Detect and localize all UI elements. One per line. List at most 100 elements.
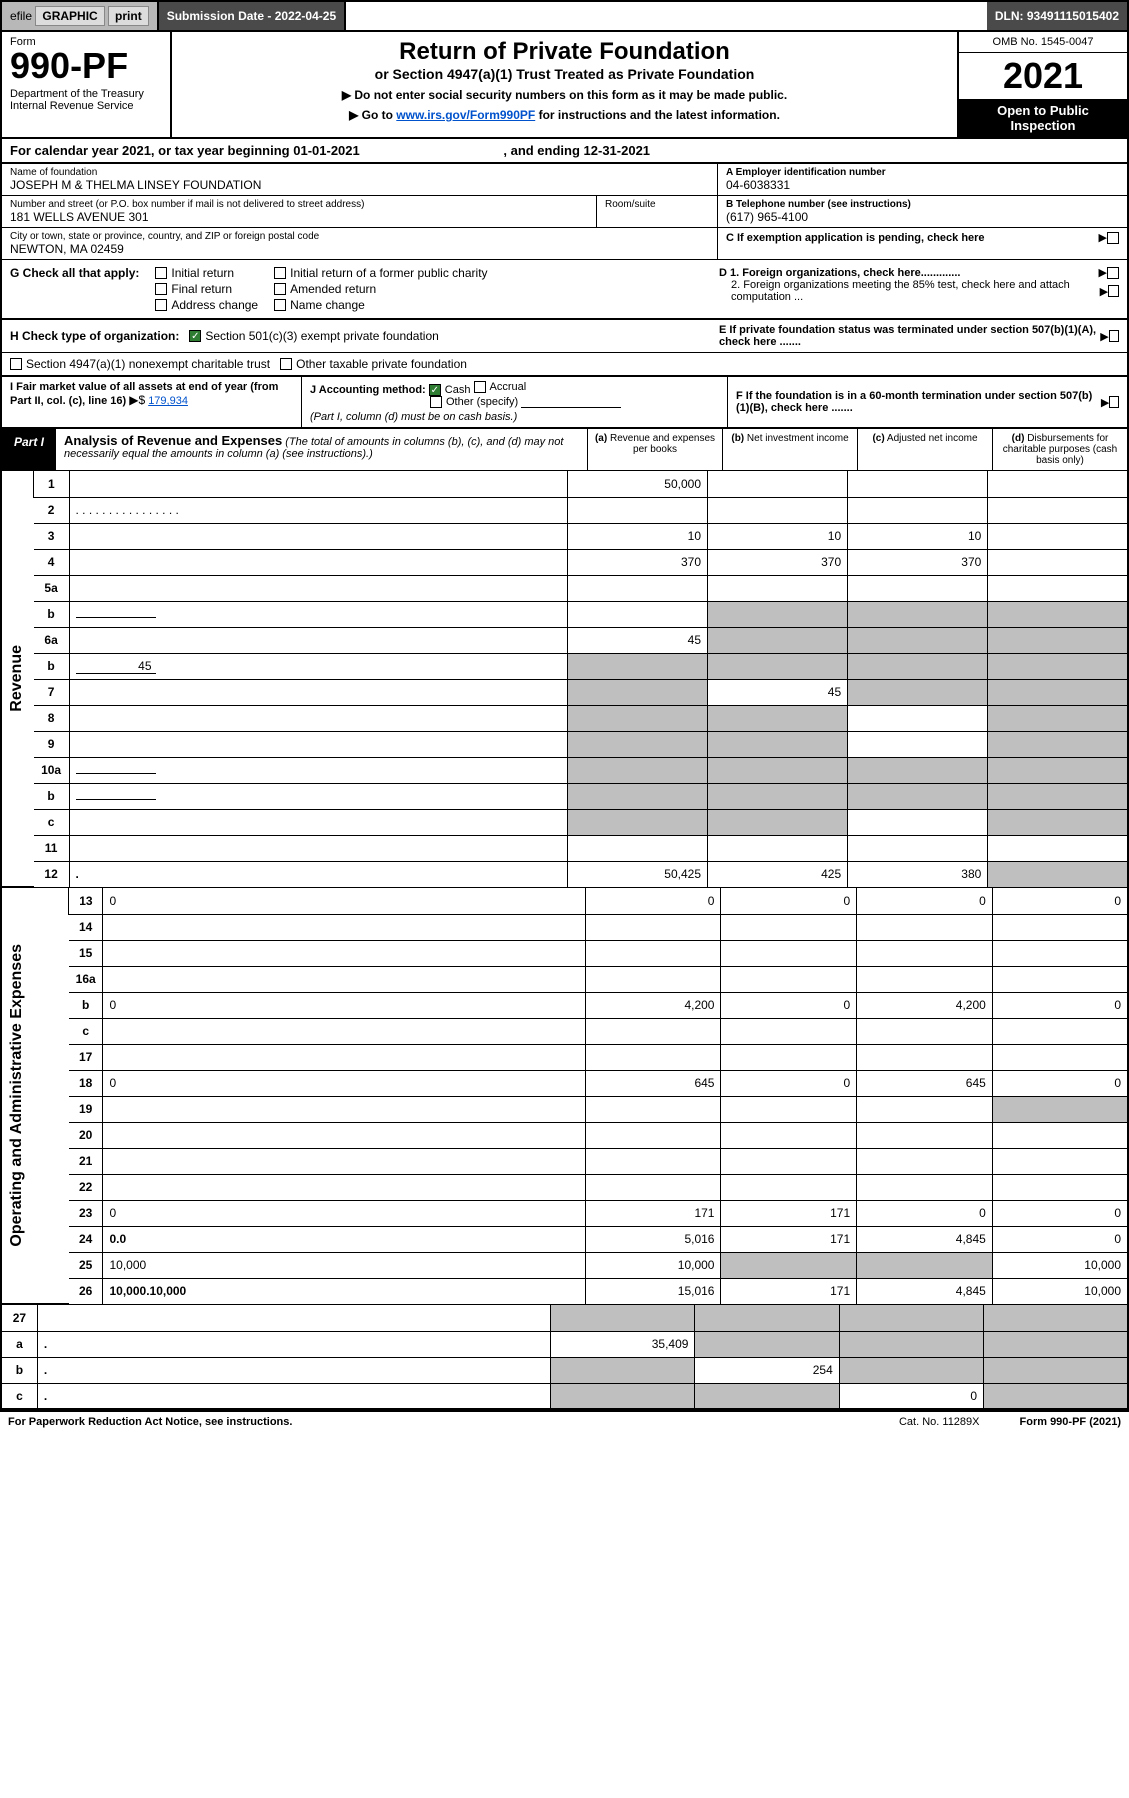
- i-arrow: ▶$: [129, 393, 145, 407]
- amt-b: [708, 705, 848, 731]
- amt-c: [839, 1357, 983, 1383]
- amt-c: [839, 1331, 983, 1357]
- phone-cell: B Telephone number (see instructions) (6…: [718, 196, 1127, 228]
- amt-b: 0: [721, 888, 857, 914]
- part1-header: Part I Analysis of Revenue and Expenses …: [0, 429, 1129, 471]
- bottom-table: 27a.35,409b.254c.0: [0, 1305, 1129, 1410]
- line-num: 16a: [69, 966, 103, 992]
- amt-c: [857, 914, 993, 940]
- chk-initial[interactable]: Initial return: [155, 266, 258, 280]
- amt-d: 10,000: [992, 1278, 1128, 1304]
- print-btn[interactable]: print: [108, 6, 149, 26]
- table-row: c: [1, 809, 1128, 835]
- amt-a: [585, 1148, 721, 1174]
- line-desc: 10,000.10,000: [103, 1278, 585, 1304]
- addr-cell: Number and street (or P.O. box number if…: [2, 196, 597, 228]
- amt-a: 645: [585, 1070, 721, 1096]
- amt-b: [721, 966, 857, 992]
- form-title-block: Return of Private Foundation or Section …: [172, 32, 957, 137]
- side-label: Operating and Administrative Expenses: [8, 944, 26, 1247]
- chk-4947[interactable]: Section 4947(a)(1) nonexempt charitable …: [10, 357, 270, 371]
- amt-c: 645: [857, 1070, 993, 1096]
- amt-c: [848, 497, 988, 523]
- table-row: a.35,409: [1, 1331, 1128, 1357]
- instr-goto: ▶ Go to www.irs.gov/Form990PF for instru…: [182, 108, 947, 122]
- line-desc: . . . . . . . . . . . . . . . .: [69, 497, 567, 523]
- line-desc: 0: [103, 888, 585, 914]
- amt-a: [567, 809, 707, 835]
- amt-d: 0: [992, 1070, 1128, 1096]
- line-num: 21: [69, 1148, 103, 1174]
- table-row: Operating and Administrative Expenses130…: [1, 888, 1128, 914]
- d1-arrow: ▶: [1099, 266, 1107, 279]
- amt-d: [992, 966, 1128, 992]
- line-desc: [103, 1148, 585, 1174]
- table-row: Revenue150,000: [1, 471, 1128, 497]
- amt-a: 10: [567, 523, 707, 549]
- f-checkbox[interactable]: [1109, 396, 1119, 408]
- section-h2: Section 4947(a)(1) nonexempt charitable …: [0, 353, 1129, 377]
- line-num: b: [34, 601, 69, 627]
- amt-a: 10,000: [585, 1252, 721, 1278]
- amt-c: [857, 966, 993, 992]
- table-row: 19: [1, 1096, 1128, 1122]
- table-row: 2610,000.10,00015,0161714,84510,000: [1, 1278, 1128, 1304]
- form-number: 990-PF: [10, 48, 162, 84]
- table-row: b.254: [1, 1357, 1128, 1383]
- chk-initial-former[interactable]: Initial return of a former public charit…: [274, 266, 487, 280]
- amt-a: [567, 497, 707, 523]
- line-desc: [69, 809, 567, 835]
- line-desc: [103, 1096, 585, 1122]
- open-public: Open to Public Inspection: [959, 99, 1127, 137]
- chk-accrual[interactable]: Accrual: [474, 381, 527, 393]
- table-row: 21: [1, 1148, 1128, 1174]
- amt-a: 0: [585, 888, 721, 914]
- amt-a: 35,409: [551, 1331, 695, 1357]
- amt-a: 50,000: [567, 471, 707, 497]
- e-block: E If private foundation status was termi…: [719, 324, 1119, 348]
- chk-amended[interactable]: Amended return: [274, 282, 487, 296]
- amt-c: 0: [839, 1383, 983, 1409]
- i-val[interactable]: 179,934: [148, 395, 188, 407]
- d2-lbl: 2. Foreign organizations meeting the 85%…: [731, 279, 1100, 303]
- d2-checkbox[interactable]: [1108, 285, 1119, 297]
- line-desc: 0.0: [103, 1226, 585, 1252]
- amt-b: 0: [721, 992, 857, 1018]
- chk-final[interactable]: Final return: [155, 282, 258, 296]
- amt-d: [988, 523, 1128, 549]
- i-block: I Fair market value of all assets at end…: [2, 377, 302, 427]
- amt-d: [988, 783, 1128, 809]
- line-desc: [103, 1044, 585, 1070]
- amt-d: [988, 809, 1128, 835]
- chk-other-method[interactable]: Other (specify): [430, 396, 518, 408]
- table-row: 18064506450: [1, 1070, 1128, 1096]
- amt-a: [585, 1096, 721, 1122]
- chk-name[interactable]: Name change: [274, 298, 487, 312]
- h-label: H Check type of organization:: [10, 329, 179, 343]
- line-desc: [37, 1305, 550, 1331]
- col-b-hdr: (b) Net investment income: [722, 429, 857, 470]
- line-num: b: [1, 1357, 37, 1383]
- amt-d: [984, 1357, 1128, 1383]
- line-desc: [69, 471, 567, 497]
- amt-b: [721, 940, 857, 966]
- chk-address[interactable]: Address change: [155, 298, 258, 312]
- amt-a: [567, 679, 707, 705]
- line-desc: 0: [103, 1070, 585, 1096]
- e-checkbox[interactable]: [1109, 330, 1119, 342]
- irs-link[interactable]: www.irs.gov/Form990PF: [396, 108, 535, 122]
- c-checkbox[interactable]: [1107, 232, 1119, 244]
- graphic-btn[interactable]: GRAPHIC: [35, 6, 104, 26]
- chk-address-lbl: Address change: [171, 298, 258, 312]
- line-num: 15: [69, 940, 103, 966]
- chk-501c3[interactable]: Section 501(c)(3) exempt private foundat…: [189, 329, 438, 343]
- amt-b: [708, 809, 848, 835]
- amt-d: 0: [992, 992, 1128, 1018]
- amt-c: 4,200: [857, 992, 993, 1018]
- chk-other-taxable[interactable]: Other taxable private foundation: [280, 357, 467, 371]
- amt-c: [848, 679, 988, 705]
- table-row: c.0: [1, 1383, 1128, 1409]
- chk-cash[interactable]: Cash: [429, 384, 471, 396]
- other-specify-line[interactable]: [521, 407, 621, 408]
- d1-checkbox[interactable]: [1107, 267, 1119, 279]
